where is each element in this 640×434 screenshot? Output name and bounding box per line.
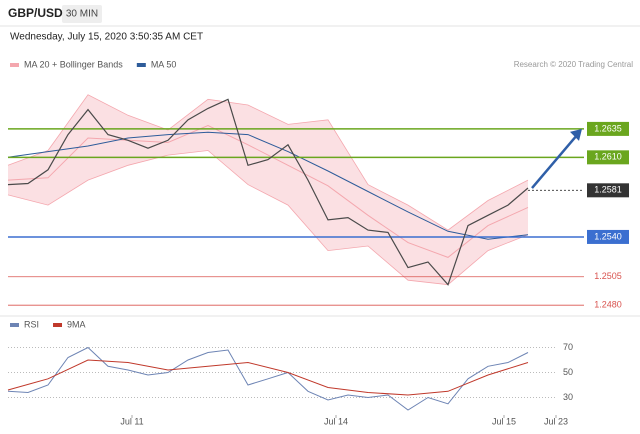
legend-label: MA 20 + Bollinger Bands	[24, 59, 123, 69]
legend-swatch	[10, 323, 19, 327]
level-label-box	[587, 121, 629, 136]
rsi-line	[7, 359, 529, 396]
level-label: 1.2480	[594, 300, 622, 310]
level-label-box	[587, 150, 629, 165]
level-label: 1.2505	[594, 271, 622, 281]
level-label-box	[587, 183, 629, 198]
x-tick-label: Jul 15	[492, 416, 516, 426]
timeframe-button[interactable]	[62, 5, 102, 23]
rsi-line	[7, 346, 529, 411]
x-tick-label: Jul 14	[324, 416, 348, 426]
timeframe[interactable]: 30 MIN	[66, 9, 98, 20]
price-line	[7, 98, 529, 286]
bollinger-lower	[7, 150, 529, 286]
level-label-box	[587, 229, 629, 244]
legend-label: 9MA	[67, 319, 86, 329]
level-label: 1.2635	[594, 123, 622, 133]
y-tick-label: 50	[563, 367, 573, 377]
ma-line	[7, 131, 529, 240]
legend-label: MA 50	[151, 59, 177, 69]
forecast-arrow	[531, 133, 579, 189]
bollinger-upper	[7, 94, 529, 231]
level-label: 1.2610	[594, 152, 622, 162]
x-tick-label: Jul 23	[544, 416, 568, 426]
level-label: 1.2540	[594, 231, 622, 241]
credit: Research © 2020 Trading Central	[514, 60, 634, 69]
y-tick-label: 30	[563, 392, 573, 402]
legend-swatch	[136, 63, 146, 67]
ma-line	[7, 124, 529, 258]
legend-swatch	[53, 323, 63, 327]
legend-label: RSI	[24, 319, 39, 329]
datetime: Wednesday, July 15, 2020 3:50:35 AM CET	[10, 32, 203, 43]
legend-swatch	[10, 63, 19, 67]
level-label: 1.2581	[594, 185, 622, 195]
y-tick-label: 70	[563, 342, 573, 352]
symbol: GBP/USD	[8, 6, 63, 20]
forecast-arrowhead	[570, 128, 582, 141]
x-tick-label: Jul 11	[120, 416, 143, 426]
